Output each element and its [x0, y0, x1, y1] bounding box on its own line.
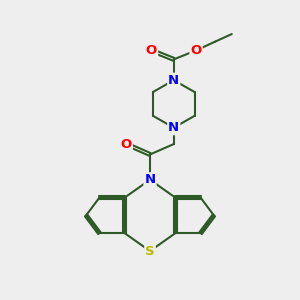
- Text: N: N: [168, 74, 179, 87]
- Text: S: S: [145, 244, 155, 258]
- Text: O: O: [146, 44, 157, 57]
- Text: N: N: [144, 173, 156, 186]
- Text: O: O: [121, 138, 132, 151]
- Text: N: N: [168, 121, 179, 134]
- Text: O: O: [190, 44, 202, 57]
